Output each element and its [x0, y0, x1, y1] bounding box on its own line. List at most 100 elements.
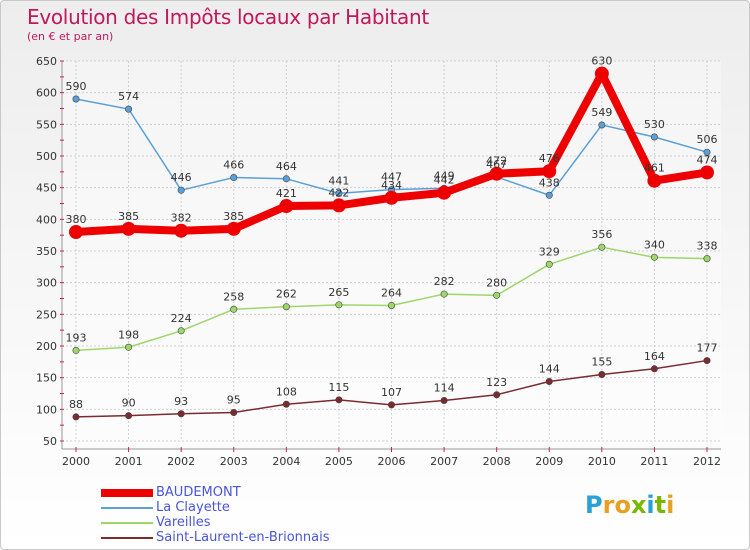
data-point	[440, 396, 448, 404]
data-point	[121, 221, 136, 236]
y-tick-label: 350	[36, 245, 57, 258]
y-tick-label: 250	[36, 308, 57, 321]
data-point	[230, 174, 238, 182]
legend-label: Saint-Laurent-en-Brionnais	[156, 530, 330, 545]
data-label: 467	[486, 158, 507, 171]
y-tick-label: 100	[36, 403, 57, 416]
y-tick-label: 400	[36, 213, 57, 226]
data-point	[125, 343, 133, 351]
data-label: 472	[486, 155, 507, 168]
legend-swatch	[101, 522, 153, 524]
data-point	[279, 199, 294, 214]
data-label: 258	[223, 290, 244, 303]
data-point	[125, 105, 133, 113]
legend-swatch	[101, 537, 153, 539]
data-label: 549	[591, 106, 612, 119]
chart-subtitle: (en € et par an)	[27, 30, 114, 43]
data-point	[72, 413, 80, 421]
data-point	[69, 225, 83, 239]
data-point	[650, 133, 658, 141]
data-label: 385	[118, 210, 139, 223]
x-tick-label: 2009	[535, 455, 563, 468]
data-label: 340	[644, 238, 665, 251]
data-point	[493, 391, 501, 399]
legend-label: Vareilles	[156, 515, 211, 530]
x-tick-label: 2012	[693, 455, 721, 468]
data-label: 474	[697, 153, 718, 166]
data-label: 466	[223, 159, 244, 172]
data-point	[650, 253, 658, 261]
x-tick-label: 2007	[430, 455, 458, 468]
data-label: 264	[381, 286, 402, 299]
data-point	[542, 164, 557, 179]
data-label: 164	[644, 350, 665, 363]
data-point	[282, 175, 290, 183]
data-point	[72, 346, 80, 354]
data-label: 280	[486, 276, 507, 289]
data-label: 421	[276, 187, 297, 200]
logo-letter: i	[666, 491, 675, 519]
chart-title: Evolution des Impôts locaux par Habitant	[27, 5, 429, 29]
data-label: 461	[644, 162, 665, 175]
data-label: 422	[328, 186, 349, 199]
data-label: 193	[66, 331, 87, 344]
logo-letter: o	[614, 491, 631, 519]
data-point	[437, 185, 452, 200]
data-point	[650, 365, 658, 373]
data-point	[226, 221, 241, 236]
data-point	[594, 66, 609, 81]
data-label: 449	[434, 169, 455, 182]
data-label: 574	[118, 90, 139, 103]
x-tick-label: 2003	[220, 455, 248, 468]
data-point	[545, 191, 553, 199]
data-label: 441	[328, 174, 349, 187]
data-label: 108	[276, 385, 297, 398]
data-label: 329	[539, 245, 560, 258]
data-point	[282, 400, 290, 408]
data-point	[177, 327, 185, 335]
y-tick-label: 450	[36, 182, 57, 195]
y-tick-label: 300	[36, 277, 57, 290]
data-point	[177, 186, 185, 194]
data-point	[387, 401, 395, 409]
data-label: 177	[697, 342, 718, 355]
logo-letter: P	[585, 491, 603, 519]
data-label: 446	[171, 171, 192, 184]
x-tick-label: 2008	[483, 455, 511, 468]
data-point	[335, 189, 343, 197]
proxiti-logo: Proxiti	[585, 491, 674, 519]
data-point	[700, 165, 714, 180]
data-point	[174, 223, 189, 238]
x-tick-label: 2000	[62, 455, 90, 468]
data-label: 380	[66, 213, 87, 226]
data-point	[598, 121, 606, 129]
data-label: 95	[227, 394, 241, 407]
data-point	[493, 291, 501, 299]
line-chart: 50 100 150 200 250 300 350 400 450 500 550 600 650 20…	[36, 55, 721, 468]
data-label: 630	[591, 55, 612, 68]
data-label: 198	[118, 328, 139, 341]
x-tick-label: 2006	[378, 455, 406, 468]
data-point	[230, 408, 238, 416]
data-point	[72, 95, 80, 103]
data-label: 506	[697, 133, 718, 146]
data-point	[703, 148, 711, 156]
data-label: 282	[434, 275, 455, 288]
data-point	[703, 357, 711, 365]
data-label: 590	[66, 80, 87, 93]
data-label: 338	[697, 240, 718, 253]
legend-label: La Clayette	[156, 500, 230, 515]
data-label: 434	[381, 179, 402, 192]
data-point	[703, 255, 711, 263]
y-tick-label: 500	[36, 150, 57, 163]
data-label: 447	[381, 171, 402, 184]
data-label: 90	[122, 397, 136, 410]
data-label: 155	[591, 356, 612, 369]
data-label: 107	[381, 386, 402, 399]
x-tick-label: 2002	[167, 455, 195, 468]
data-label: 385	[223, 210, 244, 223]
legend-label: BAUDEMONT	[156, 485, 241, 500]
x-tick-label: 2010	[588, 455, 616, 468]
data-label: 438	[539, 176, 560, 189]
